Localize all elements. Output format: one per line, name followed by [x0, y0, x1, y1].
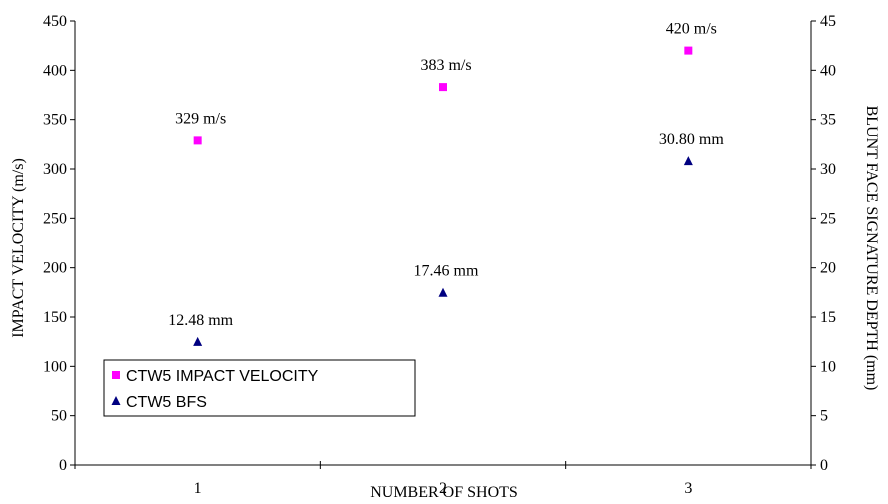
data-label: 12.48 mm [168, 312, 233, 329]
bfs-point [683, 156, 693, 166]
data-marks [193, 46, 693, 346]
legend: CTW5 IMPACT VELOCITY CTW5 BFS [103, 359, 416, 417]
left-tick-label: 250 [43, 210, 67, 227]
x-axis-ticks: 1 2 3 [74, 461, 812, 497]
x-tick-label: 1 [194, 480, 202, 497]
left-tick-label: 0 [59, 457, 67, 474]
x-tick-label: 2 [439, 480, 447, 497]
left-tick-label: 450 [43, 13, 67, 30]
legend-box [103, 359, 416, 417]
right-axis-ticks: 0 5 10 15 20 25 30 35 40 45 [811, 13, 836, 474]
right-tick-label: 0 [820, 457, 828, 474]
velocity-point [193, 136, 202, 145]
data-labels: 329 m/s 383 m/s 420 m/s 12.48 mm 17.46 mm 30.… [168, 21, 724, 329]
legend-square-icon [112, 371, 120, 379]
right-tick-label: 40 [820, 62, 836, 79]
y2-axis-title: BLUNT FACE SIGNATURE DEPTH (mm) [863, 106, 880, 391]
right-tick-label: 20 [820, 260, 836, 277]
data-label: 383 m/s [420, 57, 471, 74]
left-axis-ticks: 0 50 100 150 200 250 300 350 400 450 [43, 13, 75, 474]
right-tick-label: 25 [820, 210, 836, 227]
left-tick-label: 200 [43, 260, 67, 277]
right-tick-label: 30 [820, 161, 836, 178]
velocity-point [684, 46, 693, 55]
data-label: 30.80 mm [659, 131, 724, 148]
x-tick-label: 3 [684, 480, 692, 497]
bfs-point [193, 336, 203, 346]
left-tick-label: 300 [43, 161, 67, 178]
right-tick-label: 45 [820, 13, 836, 30]
legend-label: CTW5 BFS [126, 394, 207, 411]
right-tick-label: 15 [820, 309, 836, 326]
data-label: 17.46 mm [414, 263, 479, 280]
right-tick-label: 35 [820, 112, 836, 129]
legend-triangle-icon [111, 396, 121, 405]
data-label: 420 m/s [666, 21, 717, 38]
velocity-point [439, 83, 447, 92]
bfs-point [438, 287, 448, 297]
left-tick-label: 350 [43, 112, 67, 129]
x-axis-title: NUMBER OF SHOTS [370, 484, 518, 501]
left-tick-label: 150 [43, 309, 67, 326]
data-label: 329 m/s [175, 110, 226, 127]
y-axis-title: IMPACT VELOCITY (m/s) [10, 158, 27, 338]
plot-area [74, 21, 812, 466]
right-tick-label: 10 [820, 358, 836, 375]
left-tick-label: 100 [43, 358, 67, 375]
left-tick-label: 50 [51, 408, 67, 425]
right-tick-label: 5 [820, 408, 828, 425]
legend-label: CTW5 IMPACT VELOCITY [126, 368, 319, 385]
left-tick-label: 400 [43, 62, 67, 79]
